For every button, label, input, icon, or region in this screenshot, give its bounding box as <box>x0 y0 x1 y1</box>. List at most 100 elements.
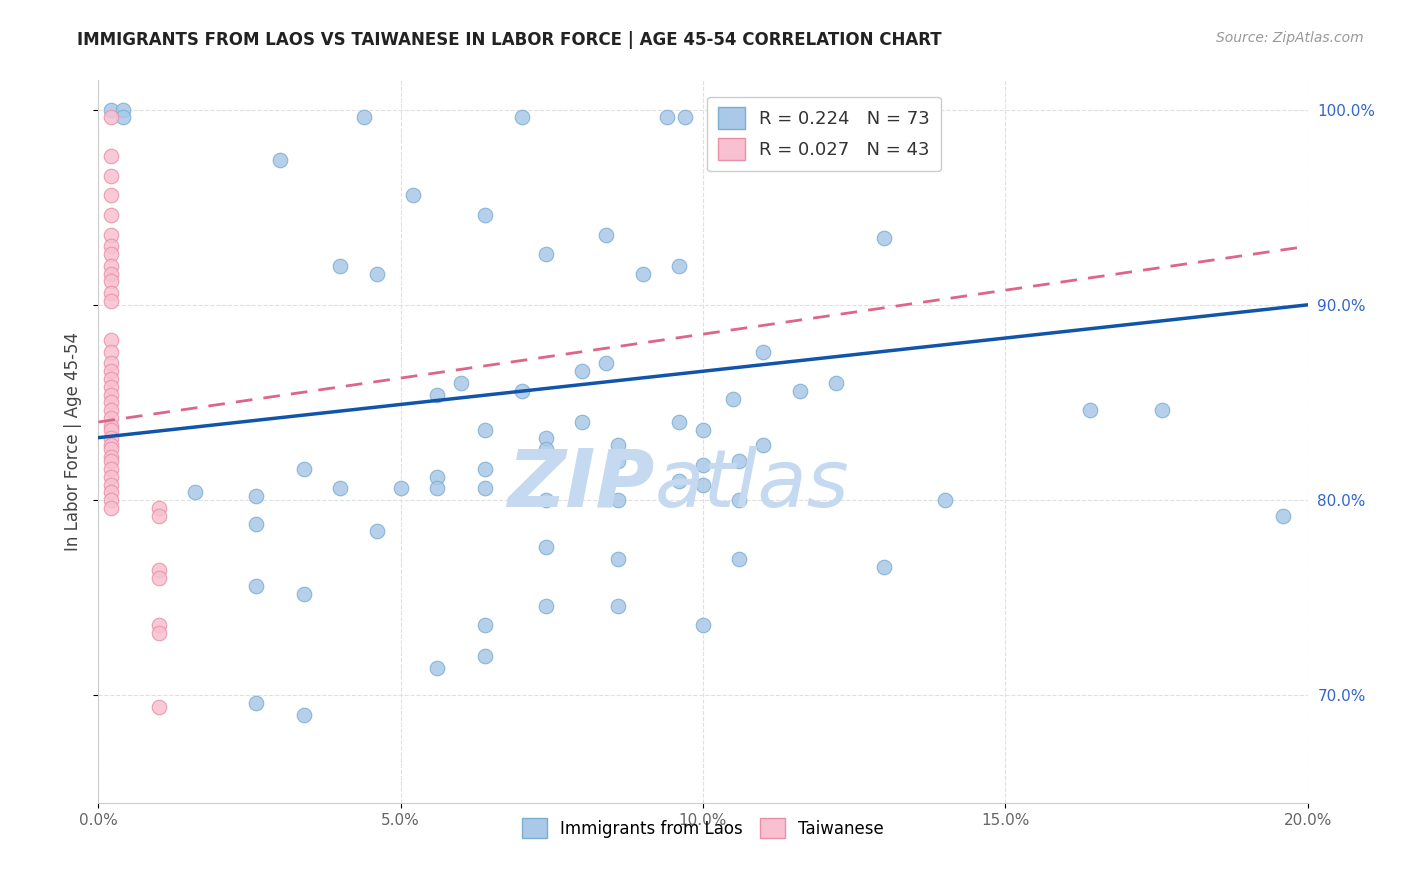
Point <box>100 431 122 445</box>
Text: atlas: atlas <box>655 446 849 524</box>
Point <box>723 392 745 406</box>
Point <box>100 462 122 476</box>
Point <box>728 551 751 566</box>
Point <box>789 384 811 398</box>
Point <box>245 489 267 503</box>
Point <box>692 458 714 472</box>
Point <box>148 618 170 632</box>
Point <box>100 169 122 183</box>
Point <box>426 661 449 675</box>
Point <box>692 618 714 632</box>
Point <box>100 500 122 515</box>
Point <box>111 103 134 117</box>
Point <box>269 153 291 168</box>
Point <box>692 423 714 437</box>
Point <box>100 259 122 273</box>
Point <box>1152 403 1174 417</box>
Point <box>752 438 775 452</box>
Point <box>100 454 122 468</box>
Point <box>402 188 425 202</box>
Point <box>474 208 496 222</box>
Point <box>366 524 388 539</box>
Point <box>329 482 352 496</box>
Point <box>148 571 170 585</box>
Point <box>426 482 449 496</box>
Point <box>292 707 315 722</box>
Point <box>148 626 170 640</box>
Point <box>100 477 122 491</box>
Point <box>1078 403 1101 417</box>
Point <box>450 376 472 390</box>
Point <box>752 344 775 359</box>
Point <box>607 438 630 452</box>
Point <box>510 111 533 125</box>
Point <box>100 485 122 500</box>
Point <box>100 239 122 253</box>
Text: IMMIGRANTS FROM LAOS VS TAIWANESE IN LABOR FORCE | AGE 45-54 CORRELATION CHART: IMMIGRANTS FROM LAOS VS TAIWANESE IN LAB… <box>77 31 942 49</box>
Point <box>245 696 267 710</box>
Point <box>100 418 122 433</box>
Point <box>100 274 122 288</box>
Point <box>426 469 449 483</box>
Point <box>329 259 352 273</box>
Point <box>100 149 122 163</box>
Point <box>292 587 315 601</box>
Point <box>534 540 557 554</box>
Point <box>100 364 122 378</box>
Point <box>100 286 122 301</box>
Point <box>148 563 170 577</box>
Point <box>534 442 557 457</box>
Point <box>366 267 388 281</box>
Point <box>245 516 267 531</box>
Point <box>111 111 134 125</box>
Point <box>100 493 122 508</box>
Point <box>607 454 630 468</box>
Text: Source: ZipAtlas.com: Source: ZipAtlas.com <box>1216 31 1364 45</box>
Point <box>607 551 630 566</box>
Point <box>100 438 122 452</box>
Point <box>100 411 122 425</box>
Point <box>100 188 122 202</box>
Point <box>474 618 496 632</box>
Point <box>100 344 122 359</box>
Point <box>534 493 557 508</box>
Point <box>571 415 593 429</box>
Point <box>825 376 848 390</box>
Point <box>100 450 122 465</box>
Point <box>184 485 207 500</box>
Point <box>673 111 696 125</box>
Point <box>474 482 496 496</box>
Point <box>100 469 122 483</box>
Point <box>607 599 630 613</box>
Point <box>100 227 122 242</box>
Point <box>100 267 122 281</box>
Point <box>100 293 122 308</box>
Point <box>100 103 122 117</box>
Point <box>100 372 122 386</box>
Point <box>100 423 122 437</box>
Point <box>571 364 593 378</box>
Point <box>100 442 122 457</box>
Point <box>100 208 122 222</box>
Point <box>692 477 714 491</box>
Point <box>668 415 690 429</box>
Point <box>100 247 122 261</box>
Point <box>389 482 412 496</box>
Point <box>100 333 122 347</box>
Point <box>100 111 122 125</box>
Point <box>100 395 122 409</box>
Point <box>100 380 122 394</box>
Point <box>668 474 690 488</box>
Point <box>100 387 122 401</box>
Point <box>100 356 122 370</box>
Point <box>353 111 375 125</box>
Point <box>100 403 122 417</box>
Point <box>534 431 557 445</box>
Point <box>934 493 956 508</box>
Point <box>148 700 170 714</box>
Point <box>292 462 315 476</box>
Point <box>148 500 170 515</box>
Point <box>534 247 557 261</box>
Point <box>474 462 496 476</box>
Point <box>148 508 170 523</box>
